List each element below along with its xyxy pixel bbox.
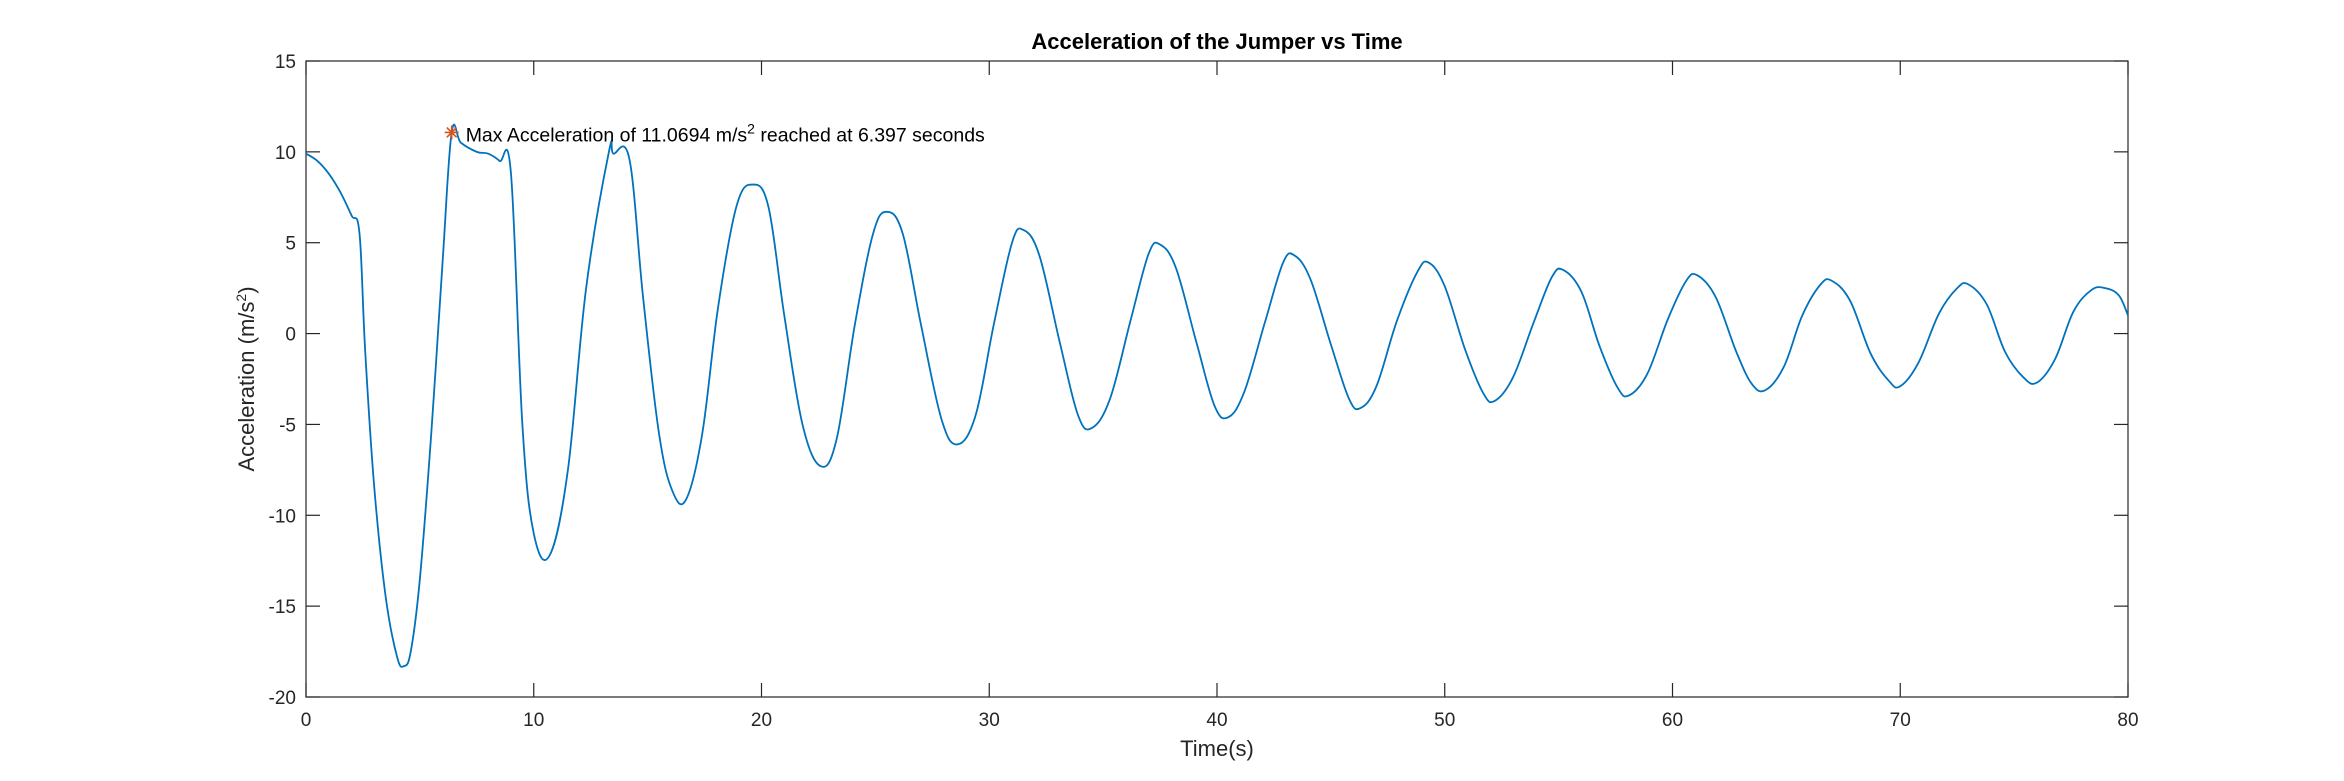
y-tick-label: -10 xyxy=(269,506,296,527)
plot-area xyxy=(305,60,2129,698)
acceleration-series-line xyxy=(305,123,2129,668)
axis-ticks xyxy=(305,60,2129,698)
x-tick-label: 80 xyxy=(2117,710,2138,731)
tick-labels: 0 10 20 30 40 50 60 70 80 -20 -15 -10 -5 0 5 10 15 xyxy=(269,52,2139,731)
y-axis-label-tail: ) xyxy=(234,286,259,293)
y-tick-label: 15 xyxy=(275,52,296,73)
y-tick-label: 5 xyxy=(285,234,296,255)
y-tick-label: 10 xyxy=(275,143,296,164)
x-tick-label: 0 xyxy=(301,710,312,731)
x-tick-label: 50 xyxy=(1434,710,1455,731)
annotation-prefix: Max Acceleration of 11.0694 m/s xyxy=(466,124,748,146)
max-acceleration-annotation: Max Acceleration of 11.0694 m/s2 reached… xyxy=(466,120,985,146)
annotation-suffix: reached at 6.397 seconds xyxy=(755,124,985,146)
max-marker-stroke xyxy=(446,126,458,138)
x-tick-label: 70 xyxy=(1890,710,1911,731)
x-tick-label: 10 xyxy=(523,710,544,731)
x-tick-label: 20 xyxy=(751,710,772,731)
y-tick-label: 0 xyxy=(285,325,296,346)
x-tick-label: 40 xyxy=(1206,710,1227,731)
y-axis-label-superscript: 2 xyxy=(233,294,249,302)
y-tick-label: -15 xyxy=(269,597,296,618)
chart-title: Acceleration of the Jumper vs Time xyxy=(1031,29,1402,54)
x-tick-label: 30 xyxy=(979,710,1000,731)
x-axis-label: Time(s) xyxy=(1180,736,1254,761)
max-acceleration-marker xyxy=(444,125,459,140)
x-tick-label: 60 xyxy=(1662,710,1683,731)
y-axis-label: Acceleration (m/s2) xyxy=(233,286,259,471)
y-tick-label: -20 xyxy=(269,688,296,709)
y-axis-label-main: Acceleration (m/s xyxy=(234,302,259,472)
annotation-superscript: 2 xyxy=(747,120,755,136)
y-tick-label: -5 xyxy=(279,415,296,436)
